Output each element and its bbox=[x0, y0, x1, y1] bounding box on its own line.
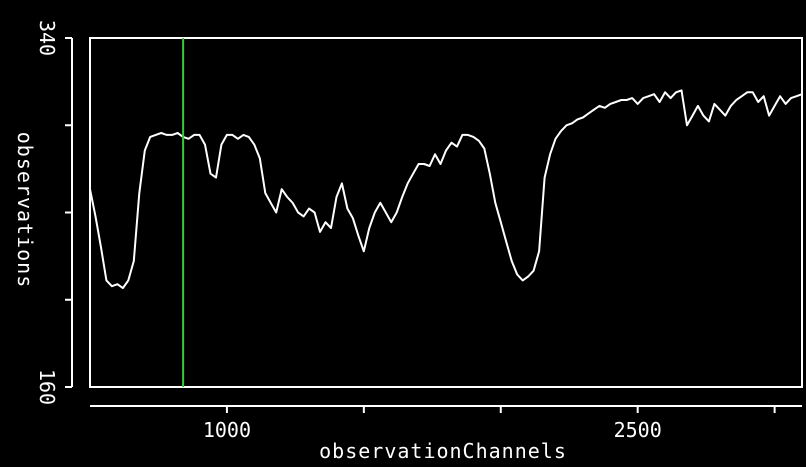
y-ticks: 340 160 bbox=[35, 20, 72, 405]
x-tick-label: 2500 bbox=[614, 418, 662, 442]
x-axis-label: observationChannels bbox=[319, 439, 567, 463]
spectrum-line bbox=[89, 89, 803, 290]
y-tick-label: 340 bbox=[35, 20, 59, 56]
x-tick-label: 1000 bbox=[203, 418, 251, 442]
series-layer bbox=[89, 89, 803, 290]
y-axis-label: observations bbox=[13, 132, 37, 289]
y-tick-label: 160 bbox=[35, 369, 59, 405]
plot-frame bbox=[89, 37, 803, 388]
x-ticks: 1000 2500 bbox=[203, 406, 776, 442]
